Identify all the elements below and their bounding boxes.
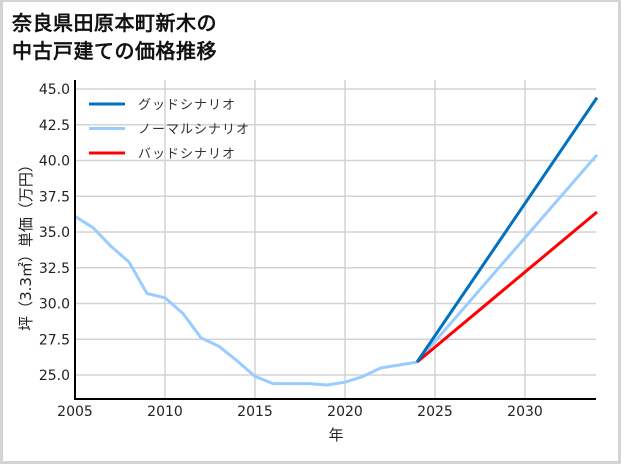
series-line [415, 96, 599, 363]
chart-title-line-2: 中古戸建ての価格推移 [12, 39, 217, 63]
series-line [74, 215, 418, 387]
x-tick-label: 2010 [147, 404, 183, 420]
x-tick-label: 2030 [507, 404, 543, 420]
series-line [415, 153, 599, 364]
y-tick-label: 40.0 [39, 154, 70, 170]
y-tick-label: 45.0 [39, 82, 70, 98]
y-tick-label: 42.5 [39, 118, 70, 134]
chart-title-line-1: 奈良県田原本町新木の [12, 11, 217, 35]
series-line [416, 210, 598, 364]
x-tick-label: 2005 [57, 404, 93, 420]
y-tick-label: 30.0 [39, 297, 70, 313]
y-tick-label: 35.0 [39, 225, 70, 241]
x-tick-label: 2020 [327, 404, 363, 420]
y-axis-label: 坪（3.3㎡）単価（万円） [17, 157, 35, 331]
x-tick-label: 2015 [237, 404, 273, 420]
legend-label: ノーマルシナリオ [138, 123, 250, 138]
data-series [74, 96, 599, 387]
y-tick-label: 32.5 [39, 261, 70, 277]
y-tick-label: 37.5 [39, 189, 70, 205]
chart-title: 奈良県田原本町新木の 中古戸建ての価格推移 [12, 9, 217, 65]
x-axis-ticks: 2005 2010 2015 2020 2025 2030 [57, 404, 543, 420]
x-axis-label: 年 [328, 426, 343, 444]
x-tick-label: 2025 [417, 404, 453, 420]
y-tick-label: 25.0 [39, 368, 70, 384]
y-axis-ticks: 25.0 27.5 30.0 32.5 35.0 37.5 40.0 42.5 45.0 [39, 82, 70, 384]
axes [74, 80, 596, 400]
y-tick-label: 27.5 [39, 332, 70, 348]
legend-label: グッドシナリオ [138, 98, 236, 113]
legend-label: バッドシナリオ [138, 147, 236, 162]
